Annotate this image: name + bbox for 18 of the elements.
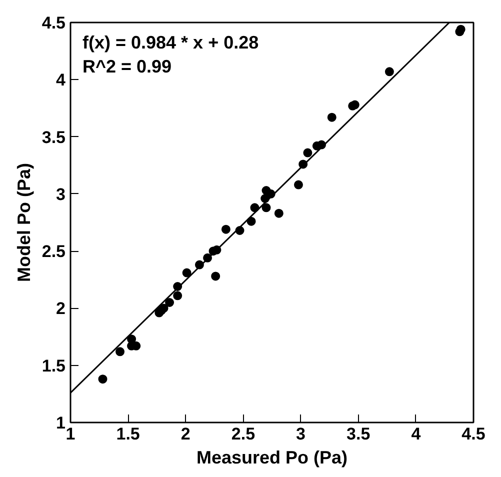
- x-tick-label: 2: [180, 424, 190, 444]
- x-tick-label: 4: [411, 424, 422, 444]
- y-tick-label: 4.5: [42, 14, 66, 32]
- x-tick-label: 1.5: [116, 424, 140, 444]
- x-tick-label: 3.5: [346, 424, 370, 444]
- y-tick-label: 2.5: [42, 242, 66, 262]
- annotation: R^2 = 0.99: [82, 56, 172, 76]
- x-tick-label: 4.5: [462, 424, 486, 444]
- y-tick-label: 2: [56, 299, 66, 318]
- y-tick-label: 3: [56, 184, 66, 204]
- x-tick-label: 3: [296, 424, 306, 444]
- x-axis-title: Measured Po (Pa): [196, 448, 348, 468]
- y-tick-label: 4: [56, 70, 66, 90]
- y-tick-label: 3.5: [42, 128, 66, 147]
- y-axis-title: Model Po (Pa): [14, 162, 34, 282]
- annotation: f(x) = 0.984 * x + 0.28: [82, 32, 259, 52]
- x-tick-label: 2.5: [231, 424, 256, 444]
- y-tick-label: 1.5: [42, 356, 66, 376]
